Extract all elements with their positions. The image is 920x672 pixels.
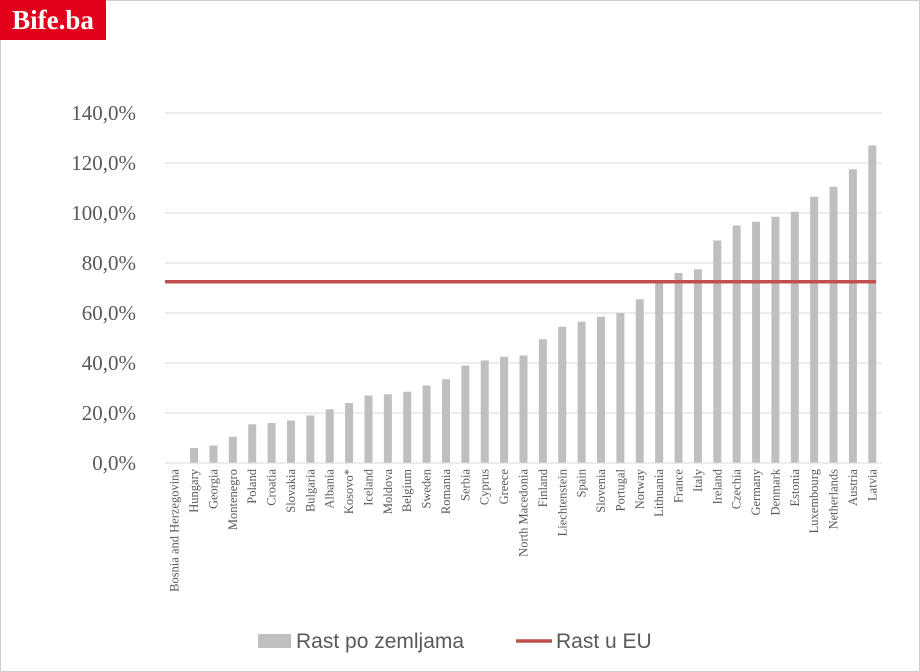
x-category-label: Poland bbox=[245, 468, 259, 503]
x-category-label: Moldova bbox=[381, 469, 395, 515]
bar bbox=[228, 436, 237, 463]
x-category-label: Romania bbox=[439, 469, 453, 515]
bar bbox=[190, 448, 199, 463]
x-category-label: Finland bbox=[536, 468, 550, 507]
x-category-label: Serbia bbox=[458, 469, 472, 501]
bar bbox=[209, 445, 218, 463]
x-category-label: Luxembourg bbox=[807, 468, 821, 533]
x-category-label: Lithuania bbox=[652, 469, 666, 517]
x-category-label: Norway bbox=[633, 468, 647, 509]
bar bbox=[441, 379, 450, 463]
bar bbox=[693, 269, 702, 463]
bar bbox=[364, 395, 373, 463]
x-category-label: Bulgaria bbox=[303, 469, 317, 512]
y-tick-label: 40,0% bbox=[82, 351, 136, 375]
x-category-label: Bosnia and Herzegovina bbox=[168, 469, 182, 592]
y-tick-label: 20,0% bbox=[82, 401, 136, 425]
x-category-label: Albania bbox=[323, 469, 337, 509]
bar bbox=[248, 424, 257, 463]
x-category-label: Iceland bbox=[361, 468, 375, 506]
bar bbox=[868, 145, 877, 463]
bar bbox=[286, 420, 295, 463]
bar bbox=[752, 221, 761, 463]
bar bbox=[655, 283, 664, 463]
bar bbox=[810, 196, 819, 463]
bar bbox=[790, 211, 799, 463]
bar bbox=[383, 394, 392, 463]
grid-lines bbox=[165, 112, 882, 414]
legend-swatch-bars bbox=[258, 634, 291, 648]
x-category-label: Croatia bbox=[265, 469, 279, 506]
x-category-label: Kosovo* bbox=[342, 469, 356, 514]
bar bbox=[267, 423, 276, 463]
bar bbox=[674, 273, 683, 463]
x-category-label: Greece bbox=[497, 469, 511, 505]
bar bbox=[597, 316, 606, 463]
legend-label-eu-line: Rast u EU bbox=[556, 630, 652, 653]
bar bbox=[616, 313, 625, 463]
x-category-label: Italy bbox=[691, 468, 705, 492]
x-category-label: Belgium bbox=[400, 469, 414, 512]
x-category-label: Netherlands bbox=[827, 469, 841, 530]
bar bbox=[325, 409, 334, 463]
bar bbox=[403, 391, 412, 463]
y-tick-label: 80,0% bbox=[82, 251, 136, 275]
bar bbox=[480, 360, 489, 463]
x-category-label: Montenegro bbox=[226, 469, 240, 530]
bars bbox=[190, 145, 877, 463]
y-tick-label: 120,0% bbox=[71, 151, 136, 175]
bar bbox=[306, 415, 315, 463]
y-tick-label: 100,0% bbox=[71, 201, 136, 225]
x-category-label: Sweden bbox=[420, 468, 434, 508]
bar bbox=[558, 326, 567, 463]
bar bbox=[848, 169, 857, 463]
legend: Rast po zemljama Rast u EU bbox=[258, 630, 652, 653]
y-tick-label: 140,0% bbox=[71, 101, 136, 125]
y-axis-tick-labels: 0,0% 20,0% 40,0% 60,0% 80,0% 100,0% 120,0% 140,… bbox=[71, 101, 136, 475]
x-category-label: Czechia bbox=[730, 469, 744, 510]
bar bbox=[519, 355, 528, 463]
x-category-label: Portugal bbox=[613, 468, 627, 511]
bar bbox=[829, 186, 838, 463]
bar bbox=[713, 240, 722, 463]
x-category-label: Liechtenstein bbox=[555, 468, 569, 536]
x-category-label: Ireland bbox=[710, 468, 724, 504]
bar bbox=[345, 403, 354, 463]
bar bbox=[732, 225, 741, 463]
x-category-label: Germany bbox=[749, 468, 763, 515]
bar bbox=[635, 299, 644, 463]
x-category-label: Georgia bbox=[206, 469, 220, 509]
bar bbox=[422, 385, 431, 463]
bar bbox=[500, 356, 509, 463]
x-category-label: Latvia bbox=[865, 469, 879, 501]
x-axis-category-labels: Bosnia and Herzegovina Hungary Georgia Mont… bbox=[168, 468, 880, 592]
y-tick-label: 60,0% bbox=[82, 301, 136, 325]
bar bbox=[771, 216, 780, 463]
x-category-label: Slovakia bbox=[284, 469, 298, 513]
x-category-label: Spain bbox=[575, 468, 589, 497]
x-category-label: North Macedonia bbox=[517, 469, 531, 557]
y-tick-label: 0,0% bbox=[92, 451, 136, 475]
bar bbox=[461, 365, 470, 463]
x-category-label: Denmark bbox=[768, 468, 782, 515]
bar bbox=[538, 339, 547, 463]
bar bbox=[577, 321, 586, 463]
x-category-label: Hungary bbox=[187, 468, 201, 512]
bife-logo: Bife.ba bbox=[0, 0, 106, 40]
x-category-label: Estonia bbox=[788, 469, 802, 507]
x-category-label: Slovenia bbox=[594, 469, 608, 513]
x-category-label: France bbox=[672, 469, 686, 503]
legend-label-bars: Rast po zemljama bbox=[296, 630, 464, 653]
x-category-label: Austria bbox=[846, 469, 860, 506]
x-category-label: Cyprus bbox=[478, 469, 492, 505]
